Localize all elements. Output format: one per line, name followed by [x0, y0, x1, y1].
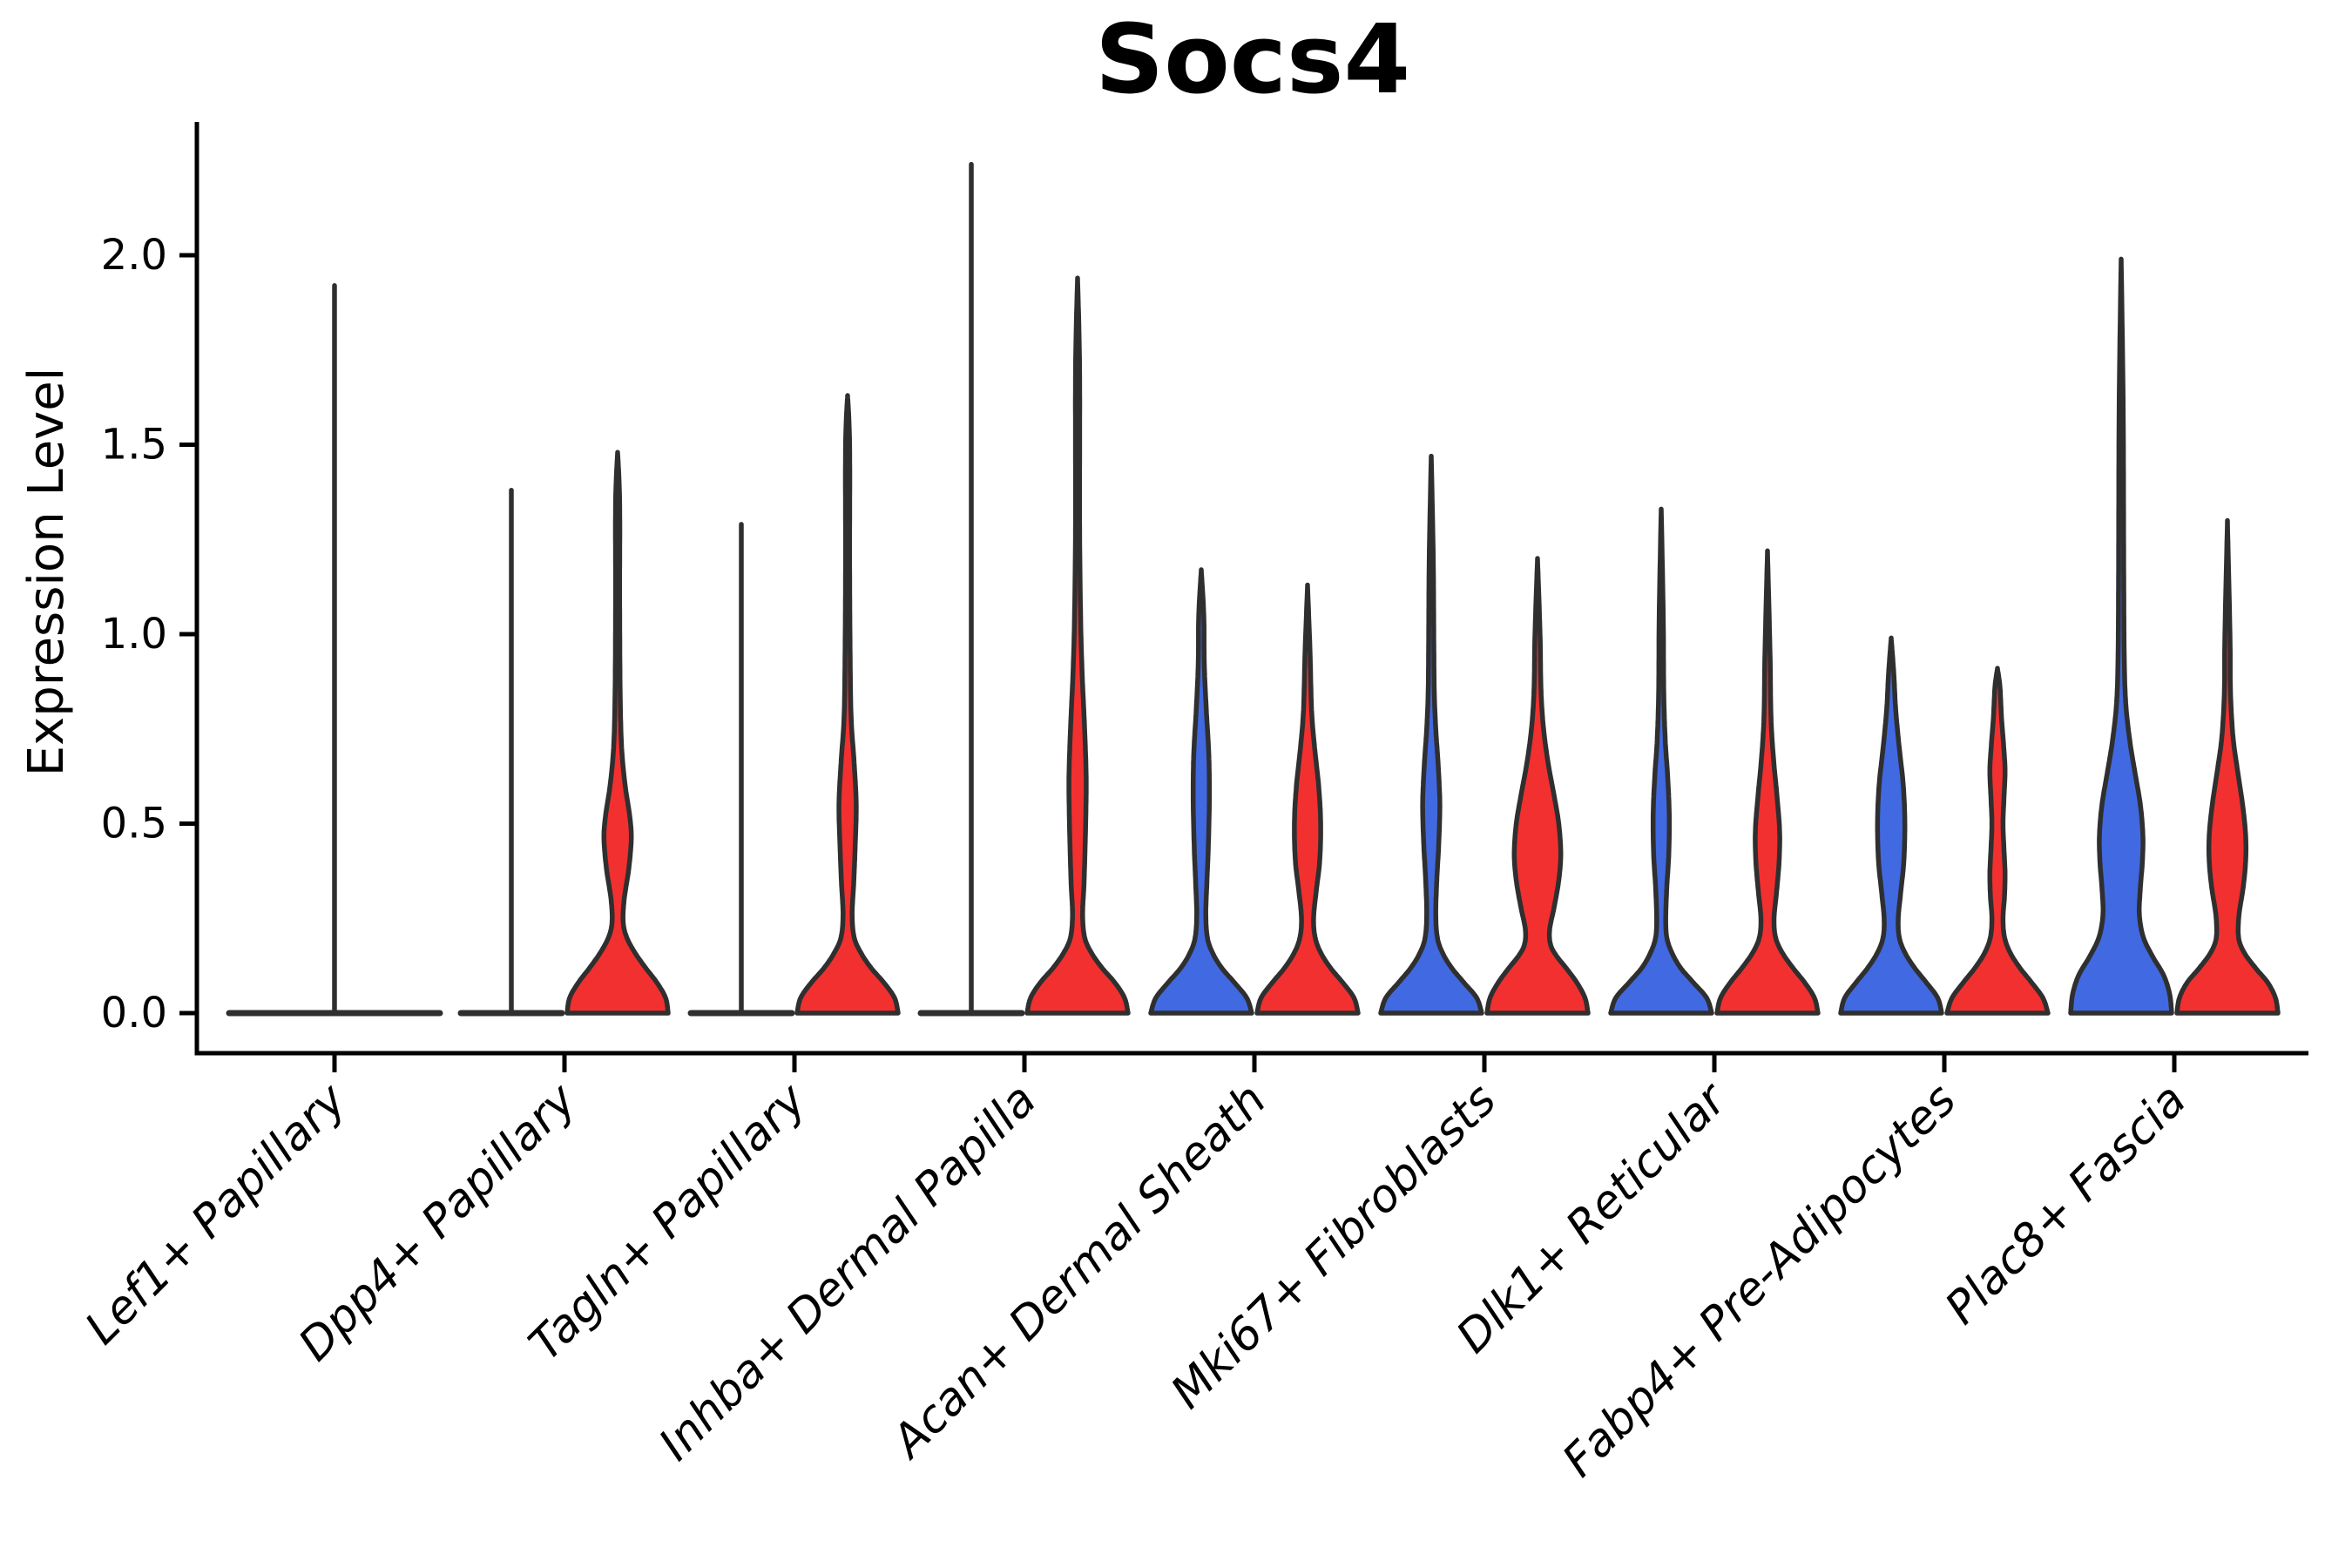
y-tick-label: 1.0: [101, 610, 167, 659]
violin-4-right: [1024, 275, 1131, 1016]
violin-7-right: [1714, 548, 1821, 1016]
y-tick-label: 0.0: [101, 989, 167, 1037]
violin-8-left: [1838, 635, 1944, 1016]
violin-5-right: [1254, 582, 1361, 1016]
chart-title: Socs4: [1095, 3, 1410, 115]
violin-2-right: [564, 449, 671, 1016]
violin-7-left: [1608, 506, 1714, 1016]
violin-5-left: [1148, 567, 1254, 1016]
y-tick-label: 1.5: [101, 421, 167, 470]
violin-9-left: [2068, 256, 2174, 1016]
violin-8-right: [1944, 666, 2051, 1016]
violin-6-left: [1378, 453, 1484, 1016]
y-tick-label: 0.5: [101, 800, 167, 848]
y-axis-label: Expression Level: [18, 368, 75, 777]
violin-9-right: [2174, 517, 2281, 1016]
violin-6-right: [1484, 556, 1591, 1016]
y-tick-label: 2.0: [101, 231, 167, 280]
violin-3-right: [794, 393, 901, 1016]
